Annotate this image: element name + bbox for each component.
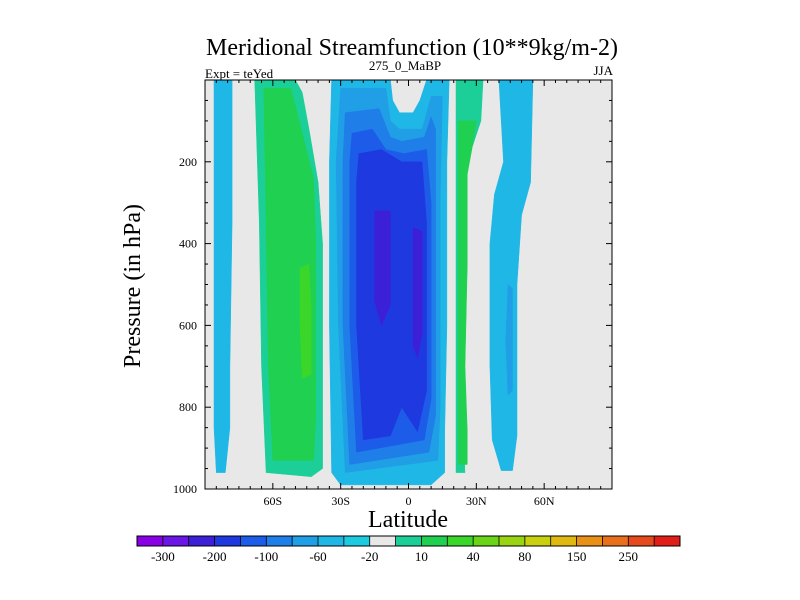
- right-string: JJA: [593, 63, 613, 78]
- colorbar-label: 250: [619, 549, 639, 564]
- colorbar-swatch: [473, 536, 500, 546]
- contour-region-14: [489, 79, 534, 471]
- y-tick-label: 400: [179, 237, 197, 251]
- colorbar-swatch: [602, 536, 629, 546]
- left-string: Expt = teYed: [205, 66, 274, 81]
- x-tick-label: 30N: [466, 494, 487, 508]
- colorbar-swatch: [499, 536, 526, 546]
- x-axis: 60S 30S 0 30N 60N: [204, 80, 613, 508]
- colorbar-swatch: [240, 536, 267, 546]
- contour-region-11: [412, 226, 423, 360]
- colorbar-swatch: [343, 536, 371, 546]
- colorbar-swatch: [654, 536, 681, 546]
- colorbar-swatch: [421, 536, 448, 546]
- colorbar-label: -20: [361, 549, 378, 564]
- x-tick-label: 60S: [263, 494, 282, 508]
- colorbar-swatch: [137, 536, 164, 546]
- colorbar-swatch: [162, 536, 190, 546]
- colorbar-label: 150: [567, 549, 587, 564]
- colorbar-label: 10: [415, 549, 428, 564]
- y-tick-label: 200: [179, 155, 197, 169]
- y-tick-label: 800: [179, 400, 197, 414]
- colorbar-swatch: [214, 536, 241, 546]
- colorbar-label: -200: [203, 549, 227, 564]
- colorbar-label: -300: [151, 549, 175, 564]
- colorbar-label: 80: [518, 549, 531, 564]
- x-tick-label: 60N: [534, 494, 555, 508]
- y-axis-title: Pressure (in hPa): [120, 204, 146, 368]
- y-axis: 200 400 600 800 1000: [173, 79, 612, 496]
- colorbar-label: -100: [254, 549, 278, 564]
- contour-region-10: [374, 210, 391, 327]
- colorbar-swatch: [524, 536, 552, 546]
- colorbar-frame: [136, 535, 681, 547]
- colorbar-swatch: [292, 536, 319, 546]
- colorbar-swatch: [628, 536, 655, 546]
- chart-title: Meridional Streamfunction (10**9kg/m-2): [206, 35, 618, 61]
- colorbar-swatch: [395, 536, 422, 546]
- colorbar-label: 40: [467, 549, 480, 564]
- colorbar: -300 -200 -100 -60 -20 10 40 80 150 250: [136, 535, 681, 564]
- colorbar-swatch: [266, 536, 293, 546]
- center-string: 275_0_MaBP: [369, 58, 441, 73]
- colorbar-swatch: [447, 536, 474, 546]
- x-axis-title: Latitude: [368, 507, 448, 533]
- contour-region-9: [356, 149, 427, 441]
- contour-region-4: [299, 263, 312, 379]
- contour-region-1: [213, 79, 233, 473]
- colorbar-swatch: [369, 536, 396, 546]
- contour-region-15: [505, 283, 513, 396]
- colorbar-swatch: [576, 536, 603, 546]
- contour-region-13: [457, 120, 477, 465]
- colorbar-swatch: [550, 536, 577, 546]
- y-tick-label: 1000: [173, 482, 197, 496]
- colorbar-swatch: [188, 536, 215, 546]
- x-tick-label: 30S: [331, 494, 350, 508]
- colorbar-label: -60: [309, 549, 326, 564]
- y-tick-label: 600: [179, 318, 197, 332]
- x-tick-label: 0: [406, 494, 412, 508]
- plot-area: [204, 79, 613, 490]
- colorbar-swatch: [318, 536, 345, 546]
